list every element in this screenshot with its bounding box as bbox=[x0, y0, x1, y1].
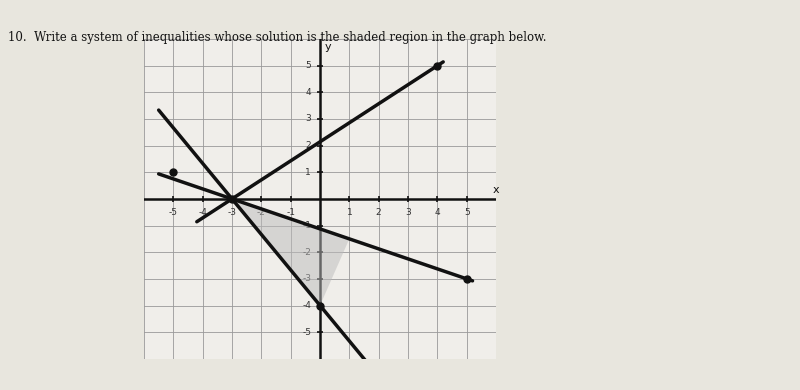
Text: 2: 2 bbox=[306, 141, 311, 150]
Text: -2: -2 bbox=[302, 248, 311, 257]
Polygon shape bbox=[232, 199, 350, 305]
Text: y: y bbox=[325, 42, 331, 51]
Text: -1: -1 bbox=[286, 208, 295, 217]
Text: -4: -4 bbox=[198, 208, 207, 217]
Text: -2: -2 bbox=[257, 208, 266, 217]
Text: 5: 5 bbox=[306, 61, 311, 70]
Text: 4: 4 bbox=[434, 208, 440, 217]
Text: -4: -4 bbox=[302, 301, 311, 310]
Text: x: x bbox=[493, 185, 499, 195]
Text: -5: -5 bbox=[169, 208, 178, 217]
Text: 2: 2 bbox=[376, 208, 382, 217]
Text: -5: -5 bbox=[302, 328, 311, 337]
Text: -3: -3 bbox=[227, 208, 237, 217]
Text: 1: 1 bbox=[306, 168, 311, 177]
Text: -3: -3 bbox=[302, 274, 311, 284]
Text: 4: 4 bbox=[306, 88, 311, 97]
Text: 3: 3 bbox=[405, 208, 411, 217]
Text: 10.  Write a system of inequalities whose solution is the shaded region in the g: 10. Write a system of inequalities whose… bbox=[8, 31, 546, 44]
Text: 3: 3 bbox=[306, 114, 311, 124]
Text: 5: 5 bbox=[464, 208, 470, 217]
Text: -1: -1 bbox=[302, 221, 311, 230]
Text: 1: 1 bbox=[346, 208, 352, 217]
